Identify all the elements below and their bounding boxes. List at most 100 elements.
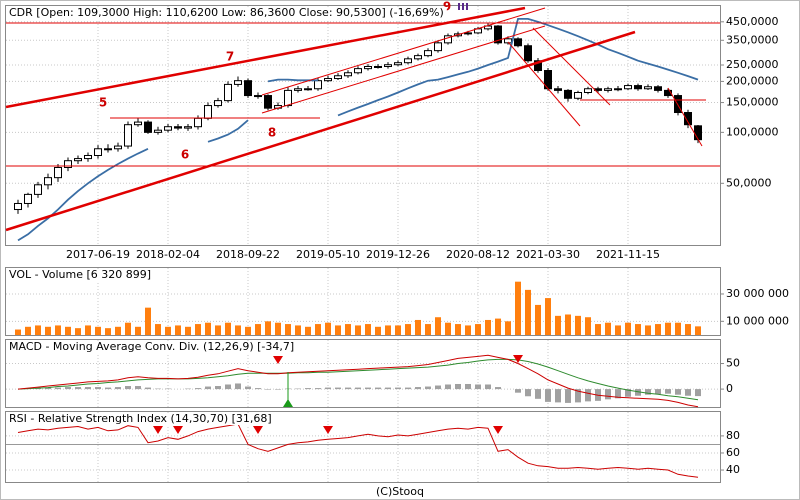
histogram-bar	[395, 387, 401, 390]
volume-bar	[665, 322, 671, 335]
histogram-bar	[425, 386, 431, 390]
candle-body	[24, 193, 32, 204]
volume-bar	[185, 326, 191, 335]
volume-bar	[315, 324, 321, 335]
histogram-bar	[55, 387, 61, 390]
histogram-bar	[305, 388, 311, 390]
channel-line	[507, 41, 581, 127]
channel-line	[532, 27, 611, 106]
candle-body	[244, 80, 252, 97]
candle-body	[124, 124, 132, 147]
volume-bar	[265, 321, 271, 335]
signal-marker	[273, 356, 283, 364]
histogram-bar	[325, 387, 331, 390]
icon	[458, 3, 460, 10]
channel-line	[261, 25, 546, 114]
histogram-bar	[575, 389, 581, 403]
histogram-bar	[275, 389, 281, 390]
panel-title: RSI - Relative Strength Index (14,30,70)…	[9, 412, 272, 425]
candle-body	[224, 83, 232, 102]
volume-bar	[575, 315, 581, 335]
candle-body	[184, 126, 192, 129]
histogram-bar	[565, 389, 571, 403]
candle-body	[684, 112, 692, 126]
histogram-bar	[365, 387, 371, 390]
histogram-bar	[75, 387, 81, 390]
panel-title: CDR [Open: 109,3000 High: 110,6200 Low: …	[9, 6, 444, 19]
volume-bar	[605, 322, 611, 335]
histogram-bar	[635, 389, 641, 396]
y-tick-label: 0	[726, 382, 733, 395]
histogram-bar	[525, 389, 531, 397]
volume-bar	[275, 322, 281, 335]
histogram-bar	[225, 384, 231, 390]
title-background	[7, 7, 447, 19]
histogram-bar	[105, 387, 111, 390]
histogram-bar	[315, 388, 321, 390]
volume-bar	[595, 324, 601, 335]
histogram-bar	[375, 387, 381, 390]
volume-bar	[15, 329, 21, 335]
volume-bar	[475, 324, 481, 335]
y-tick-label: 350,0000	[726, 33, 779, 46]
histogram-bar	[85, 387, 91, 390]
candle-body	[414, 55, 422, 60]
y-tick-label: 250,0000	[726, 58, 779, 71]
candle-body	[564, 89, 572, 99]
histogram-bar	[675, 389, 681, 395]
volume-bar	[555, 315, 561, 335]
candle-body	[534, 60, 542, 72]
volume-bar	[635, 324, 641, 335]
volume-bar	[25, 326, 31, 335]
histogram-bar	[585, 389, 591, 402]
volume-bar	[515, 281, 521, 335]
annotation: 9	[443, 0, 451, 14]
candle-body	[394, 62, 402, 66]
candle-body	[434, 42, 442, 52]
histogram-bar	[535, 389, 541, 399]
histogram-bar	[345, 387, 351, 390]
histogram-bar	[665, 389, 671, 394]
annotation: 5	[99, 96, 107, 110]
histogram-bar	[135, 386, 141, 390]
candle-body	[44, 177, 52, 186]
volume-bar	[305, 326, 311, 335]
volume-bar	[375, 326, 381, 335]
volume-bar	[175, 325, 181, 335]
volume-bar	[465, 325, 471, 335]
candle-body	[194, 117, 202, 128]
volume-bar	[325, 322, 331, 335]
volume-bar	[65, 326, 71, 335]
candle-body	[134, 121, 142, 126]
volume-bar	[625, 322, 631, 335]
y-tick-label: 30 000 000	[726, 287, 789, 300]
histogram-bar	[295, 388, 301, 390]
candle-body	[144, 121, 152, 133]
candle-body	[344, 72, 352, 77]
candle-body	[54, 166, 62, 179]
volume-bar	[235, 325, 241, 335]
signal-marker	[513, 355, 523, 363]
volume-bar	[155, 324, 161, 335]
price-panel	[5, 5, 721, 246]
y-tick-label: 450,0000	[726, 15, 779, 28]
volume-bar	[545, 298, 551, 335]
candle-body	[234, 80, 242, 85]
histogram-bar	[115, 387, 121, 390]
volume-bar	[45, 326, 51, 335]
histogram-bar	[655, 389, 661, 395]
candle-body	[634, 85, 642, 90]
histogram-bar	[125, 386, 131, 390]
candle-body	[524, 45, 532, 62]
histogram-bar	[335, 387, 341, 390]
annotation: 8	[268, 126, 276, 140]
histogram-bar	[235, 383, 241, 390]
volume-bar	[415, 319, 421, 335]
candle-body	[614, 88, 622, 91]
title-background	[7, 413, 275, 425]
volume-bar	[395, 325, 401, 335]
title-background	[7, 341, 298, 353]
candle-body	[404, 58, 412, 64]
volume-bar	[565, 314, 571, 335]
volume-bar	[165, 326, 171, 335]
